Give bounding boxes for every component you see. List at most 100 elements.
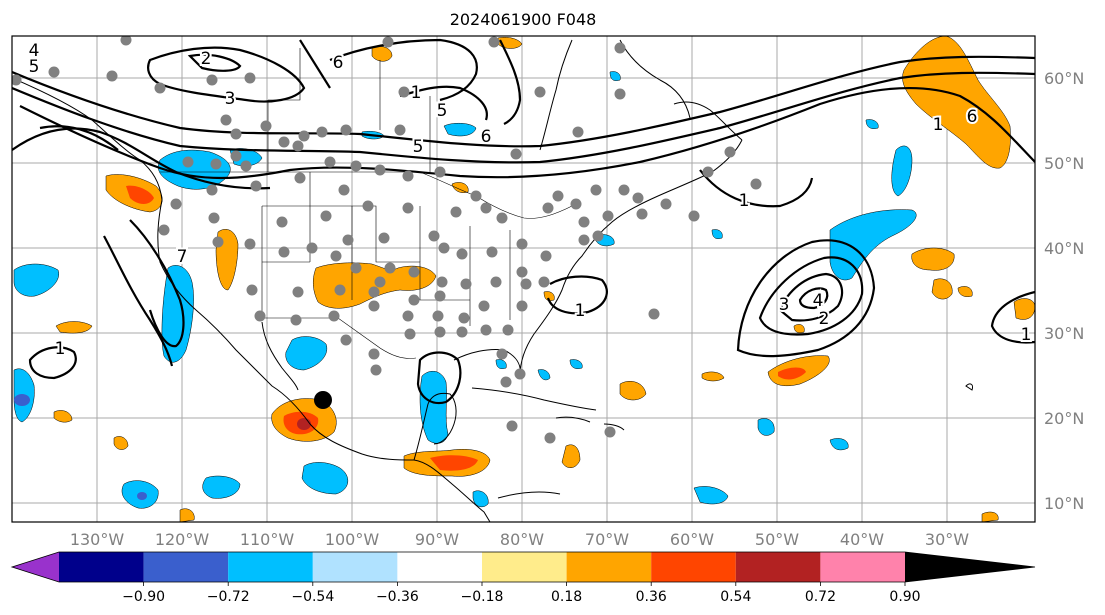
colorbar-tick: −0.36 (376, 589, 419, 605)
contour-label: 4 (813, 291, 824, 311)
negative-field (443, 123, 477, 137)
positive-field (55, 321, 93, 334)
positive-field (981, 511, 999, 522)
colorbar-tick: 0.72 (805, 589, 836, 605)
coastlines (12, 39, 973, 522)
positive-field (931, 278, 953, 300)
negative-field (693, 486, 729, 505)
colorbar-bin (228, 552, 313, 582)
colorbar-extend-high (905, 552, 1035, 582)
contour-label: 1 (55, 339, 66, 359)
contour-label: 1 (739, 191, 750, 211)
contour-label: 1 (1021, 325, 1032, 345)
positive-field (619, 381, 647, 401)
map-title: 2024061900 F048 (450, 10, 597, 29)
colorbar-bin (651, 552, 736, 582)
positive-field (561, 444, 581, 468)
lon-label: 50°W (755, 530, 799, 549)
colorbar-bin (397, 552, 482, 582)
negative-field (609, 71, 621, 81)
longitude-labels: 130°W 120°W 110°W 100°W 90°W 80°W 70°W 6… (70, 530, 969, 549)
contour-labels: 4 5 2 6 3 1 5 6 5 6 1 1 3 4 2 1 1 1 7 (27, 39, 1034, 361)
positive-field (543, 291, 555, 301)
positive-field (53, 410, 73, 423)
contour-label: 5 (413, 137, 424, 157)
contour-label: 1 (575, 301, 586, 321)
negative-field (829, 438, 849, 451)
colorbar-bin (820, 552, 905, 582)
storm-center-marker (314, 391, 332, 409)
colorbar-bin (482, 552, 567, 582)
lon-label: 30°W (925, 530, 969, 549)
colorbar-bin (735, 552, 821, 582)
negative-field (472, 490, 489, 508)
lat-label: 20°N (1044, 409, 1084, 428)
negative-field (711, 229, 723, 239)
negative-field (202, 475, 241, 499)
negative-field (495, 359, 507, 369)
contour-label: 3 (779, 295, 790, 315)
lon-label: 40°W (840, 530, 884, 549)
lat-label: 50°N (1044, 154, 1084, 173)
colorbar-bin (59, 552, 144, 582)
negative-field (891, 145, 913, 197)
colorbar-bin (312, 552, 398, 582)
contour-label: 1 (411, 83, 422, 103)
colorbar: −0.90 −0.72 −0.54 −0.36 −0.18 0.18 0.36 … (10, 551, 1036, 605)
lon-label: 130°W (70, 530, 125, 549)
lat-label: 60°N (1044, 69, 1084, 88)
lon-label: 60°W (670, 530, 714, 549)
negative-field (757, 418, 775, 436)
colorbar-extend-low (12, 552, 59, 582)
colorbar-tick: −0.90 (122, 589, 165, 605)
positive-field (430, 455, 478, 471)
contour-label: 7 (177, 247, 188, 267)
lon-label: 70°W (585, 530, 629, 549)
map-frame (11, 35, 1036, 523)
colorbar-tick: 0.90 (889, 589, 920, 605)
lon-label: 100°W (325, 530, 380, 549)
positive-field (451, 182, 469, 193)
negative-field (829, 209, 917, 281)
colorbar-tick: −0.18 (461, 589, 504, 605)
lat-label: 30°N (1044, 324, 1084, 343)
contour-label: 5 (437, 101, 448, 121)
graticule (12, 36, 1035, 522)
negative-field (285, 336, 328, 371)
contour-label: 6 (481, 127, 492, 147)
contour-label: 2 (819, 309, 830, 329)
negative-field (301, 462, 348, 495)
contour-label: 3 (225, 89, 236, 109)
positive-field (179, 508, 195, 522)
contour-lines (12, 38, 1035, 405)
positive-field (113, 436, 129, 450)
negative-field (537, 369, 551, 381)
lat-label: 40°N (1044, 239, 1084, 258)
station-dots (12, 36, 762, 444)
colorbar-tick: 0.18 (551, 589, 582, 605)
contour-label: 2 (201, 49, 212, 69)
contour-label: 5 (29, 57, 40, 77)
lon-label: 110°W (240, 530, 295, 549)
colorbar-bin (143, 552, 229, 582)
colorbar-tick: −0.72 (207, 589, 250, 605)
positive-field (778, 367, 806, 380)
colorbar-tick: 0.54 (720, 589, 751, 605)
positive-field (313, 262, 437, 309)
contour-label: 4 (29, 41, 40, 61)
negative-field (13, 263, 60, 297)
lon-label: 120°W (155, 530, 210, 549)
positive-field (911, 247, 955, 271)
colorbar-tick: −0.54 (291, 589, 334, 605)
lon-label: 80°W (500, 530, 544, 549)
colorbar-tick: 0.36 (636, 589, 667, 605)
negative-field (419, 370, 449, 444)
colorbar-bin (566, 552, 652, 582)
positive-field (701, 371, 725, 382)
map-area: 4 5 2 6 3 1 5 6 5 6 1 1 3 4 2 1 1 1 7 (12, 36, 1035, 522)
negative-field (569, 359, 583, 369)
political-boundaries (160, 48, 573, 359)
positive-field (902, 36, 1011, 169)
contour-label: 1 (933, 115, 944, 135)
